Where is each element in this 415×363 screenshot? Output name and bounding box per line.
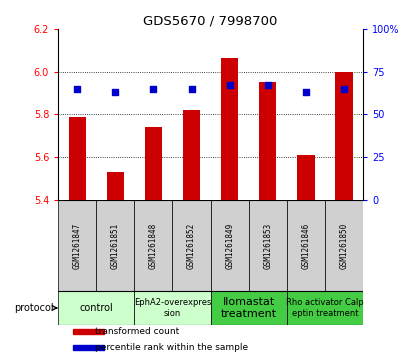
Title: GDS5670 / 7998700: GDS5670 / 7998700 — [144, 15, 278, 28]
Text: GSM1261851: GSM1261851 — [111, 222, 120, 269]
Bar — [173, 200, 211, 291]
Bar — [259, 82, 276, 200]
Bar — [287, 200, 325, 291]
Bar — [134, 291, 210, 325]
Bar — [73, 345, 104, 350]
Point — [226, 82, 233, 88]
Point — [188, 86, 195, 92]
Bar — [249, 200, 287, 291]
Text: control: control — [79, 303, 113, 313]
Text: Rho activator Calp
eptin treatment: Rho activator Calp eptin treatment — [286, 298, 364, 318]
Point — [264, 82, 271, 88]
Bar — [183, 110, 200, 200]
Text: protocol: protocol — [14, 303, 57, 313]
Bar — [58, 200, 96, 291]
Bar — [145, 127, 162, 200]
Text: GSM1261853: GSM1261853 — [263, 222, 272, 269]
Bar — [134, 200, 173, 291]
Text: transformed count: transformed count — [95, 327, 179, 336]
Bar — [335, 72, 353, 200]
Text: GSM1261847: GSM1261847 — [73, 222, 82, 269]
Point — [112, 89, 119, 95]
Bar — [96, 200, 134, 291]
Point — [150, 86, 157, 92]
Text: GSM1261846: GSM1261846 — [301, 222, 310, 269]
Bar — [325, 200, 363, 291]
Text: GSM1261848: GSM1261848 — [149, 222, 158, 269]
Bar — [210, 291, 287, 325]
Point — [74, 86, 81, 92]
Bar — [68, 117, 86, 200]
Bar — [287, 291, 363, 325]
Point — [303, 89, 309, 95]
Bar — [58, 291, 134, 325]
Text: GSM1261850: GSM1261850 — [339, 222, 349, 269]
Text: GSM1261852: GSM1261852 — [187, 222, 196, 269]
Point — [341, 86, 347, 92]
Text: percentile rank within the sample: percentile rank within the sample — [95, 343, 248, 352]
Text: GSM1261849: GSM1261849 — [225, 222, 234, 269]
Text: Ilomastat
treatment: Ilomastat treatment — [221, 297, 277, 319]
Bar — [210, 200, 249, 291]
Bar — [298, 155, 315, 200]
Bar — [221, 58, 238, 200]
Bar — [73, 329, 104, 334]
Text: EphA2-overexpres
sion: EphA2-overexpres sion — [134, 298, 211, 318]
Bar — [107, 172, 124, 200]
